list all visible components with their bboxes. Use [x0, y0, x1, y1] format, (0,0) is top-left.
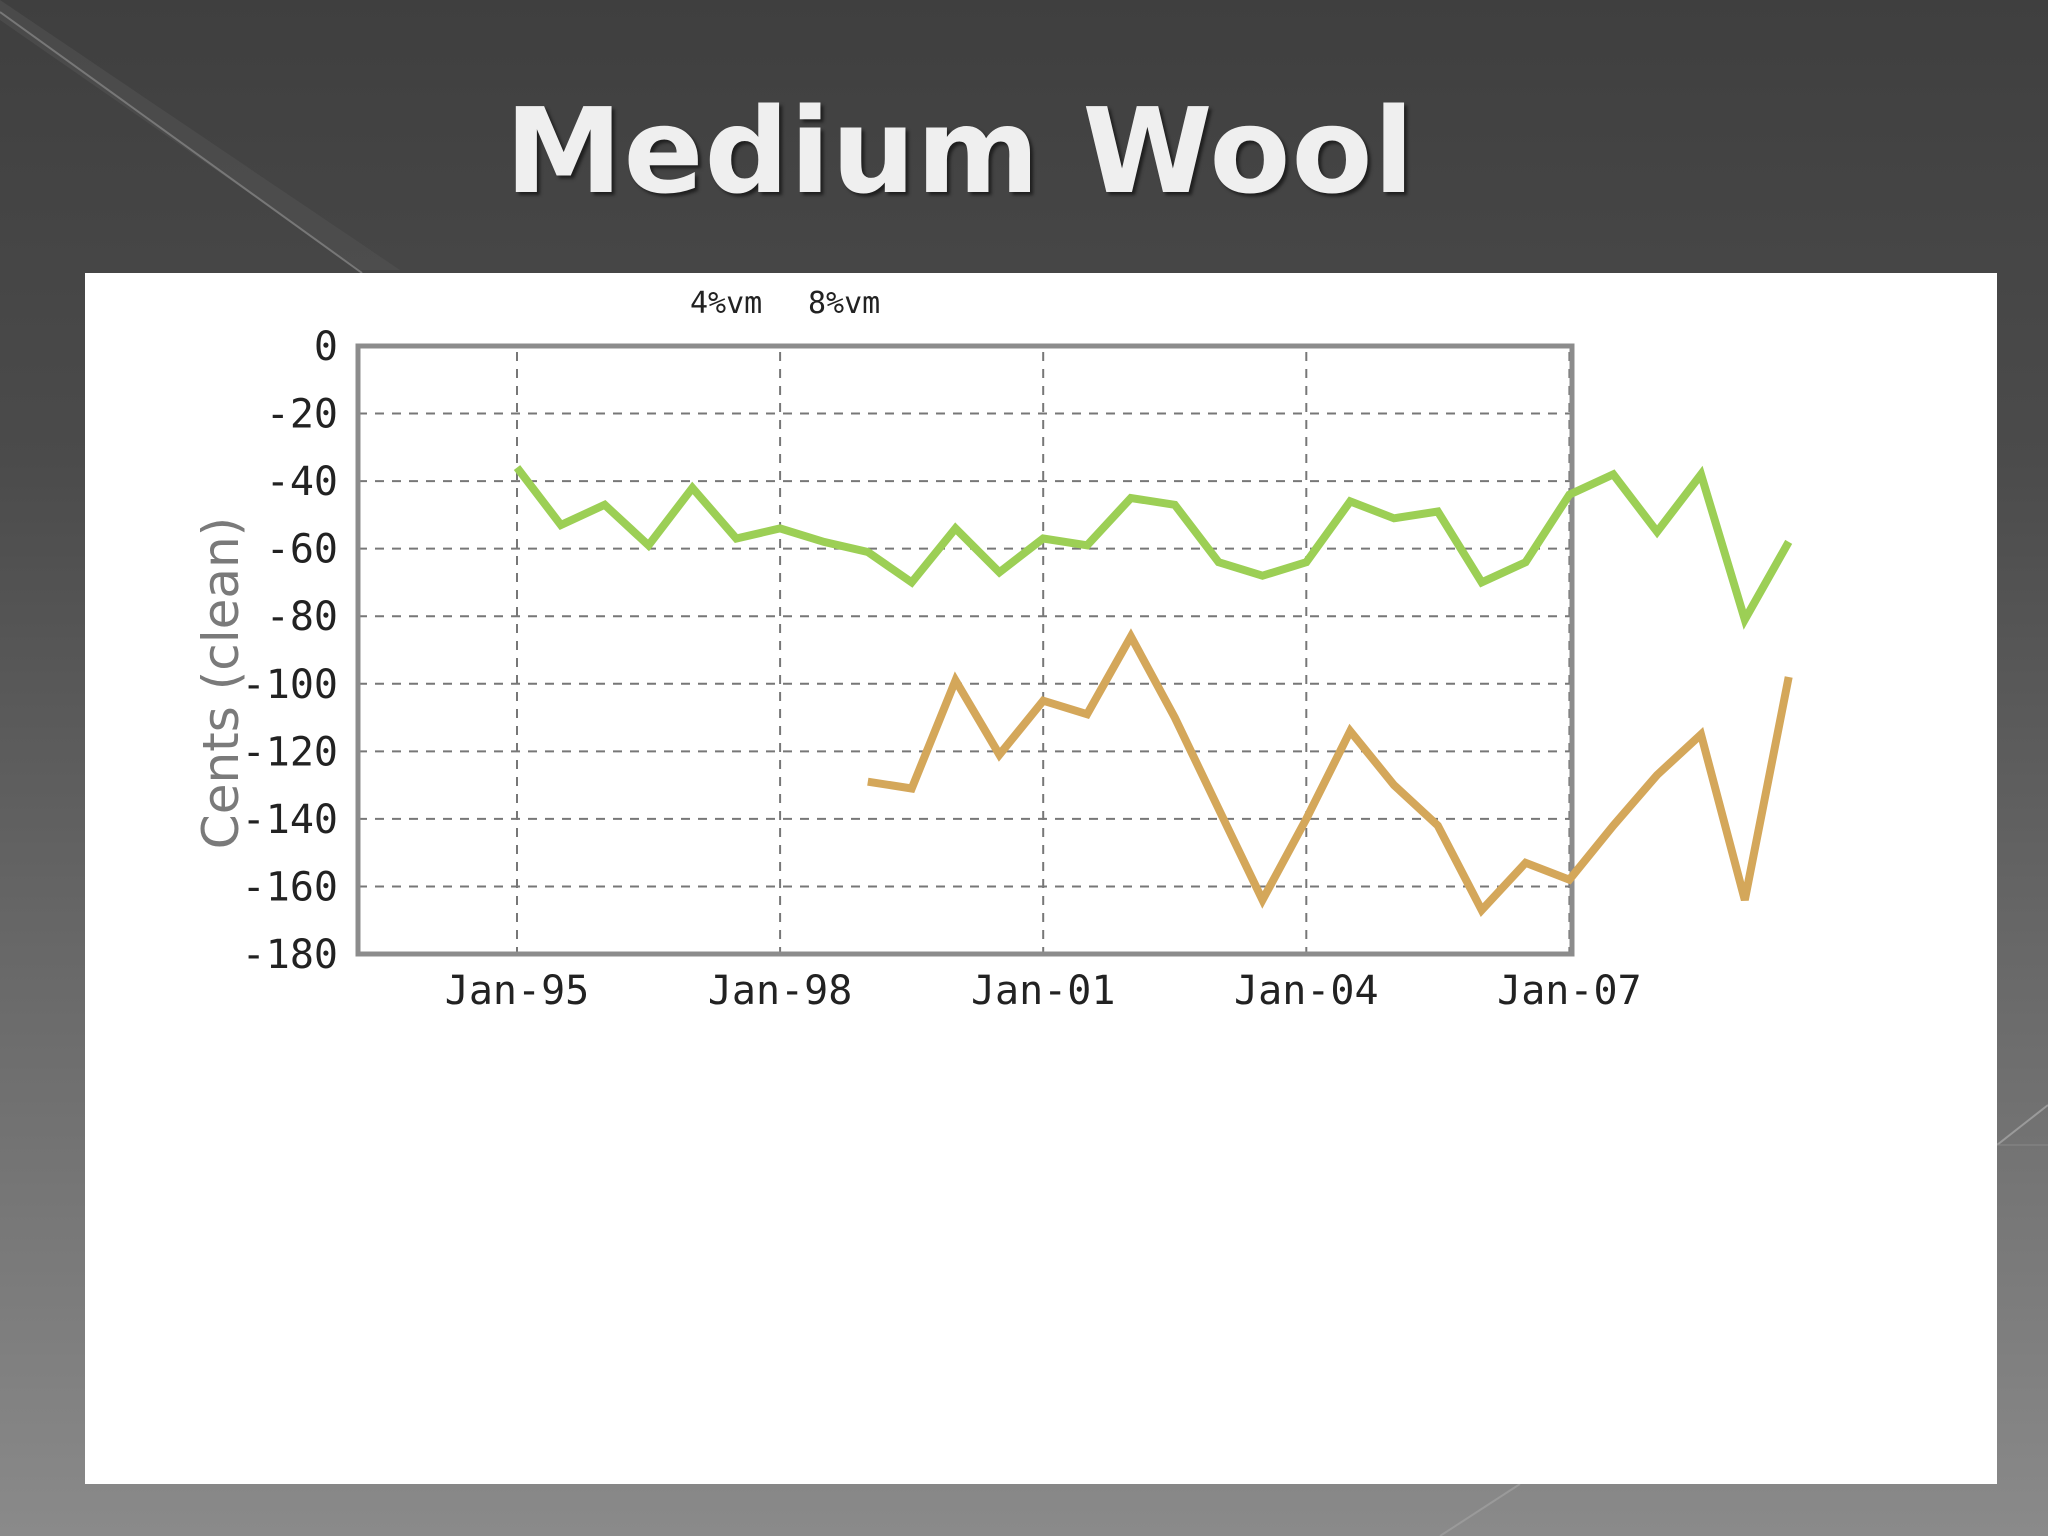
- y-tick-label: -20: [266, 392, 338, 438]
- y-tick-label: -120: [242, 729, 338, 775]
- y-axis-title: Cents (clean): [192, 517, 250, 849]
- y-tick-label: -160: [242, 864, 338, 910]
- x-tick-label: Jan-04: [1234, 968, 1379, 1014]
- y-tick-label: -180: [242, 932, 338, 978]
- series-line-2: [867, 628, 1793, 917]
- y-tick-label: -80: [266, 594, 338, 640]
- x-axis-ticks: Jan-95 Jan-98 Jan-01 Jan-04 Jan-07: [445, 968, 1642, 1014]
- y-tick-label: -100: [242, 662, 338, 708]
- x-tick-label: Jan-98: [708, 968, 853, 1014]
- plot-area-frame: [355, 343, 1575, 957]
- legend-label-2: 8%vm: [808, 286, 880, 321]
- legend-label-1: 4%vm: [690, 286, 762, 321]
- x-tick-label: Jan-01: [971, 968, 1116, 1014]
- slide-title: Medium Wool: [505, 82, 1415, 220]
- legend: 4%vm 8%vm: [690, 286, 880, 321]
- y-tick-label: 0: [314, 324, 338, 370]
- y-tick-label: -140: [242, 797, 338, 843]
- line-chart: 0 -20 -40 -60 -80 -100 -120 -140 -160 -180 Jan-95…: [192, 286, 1793, 1014]
- series-line-1: [513, 465, 1793, 630]
- x-tick-label: Jan-95: [445, 968, 590, 1014]
- chart-panel: 0 -20 -40 -60 -80 -100 -120 -140 -160 -180 Jan-95…: [85, 273, 1997, 1484]
- grid-lines: [358, 352, 1572, 954]
- y-axis-ticks: 0 -20 -40 -60 -80 -100 -120 -140 -160 -180: [242, 324, 338, 978]
- x-tick-label: Jan-07: [1497, 968, 1642, 1014]
- y-tick-label: -60: [266, 527, 338, 573]
- data-series: [513, 465, 1793, 917]
- y-tick-label: -40: [266, 459, 338, 505]
